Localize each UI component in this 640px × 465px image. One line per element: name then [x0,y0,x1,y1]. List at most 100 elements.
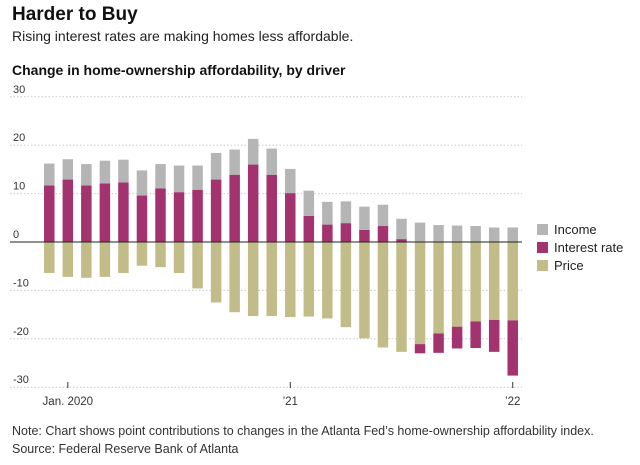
bar-price [210,242,222,303]
bar-interest-rate [359,229,370,242]
grid-layer [10,96,522,388]
bar-price [507,242,518,321]
page-subtitle: Rising interest rates are making homes l… [12,28,354,44]
chart-title: Change in home-ownership affordability, … [12,62,346,78]
bar-price [303,242,315,317]
bar-interest-rate [247,164,259,242]
bar-income [359,206,370,230]
bar-income [118,159,129,183]
bar-income [303,190,315,216]
bar-interest-rate [322,224,333,242]
legend-label-price: Price [554,258,584,273]
bar-interest-rate [173,192,185,242]
bar-interest-rate [81,185,92,242]
bar-price [359,242,370,339]
bar-interest-rate [44,185,55,242]
bar-income [414,222,426,242]
bar-income [507,227,518,242]
bar-income [396,218,407,240]
axis-layer: 30 20 10 0 -10 -20 -30 Jan. 2020 ’21 ’22 [10,84,522,408]
bar-price [285,242,296,318]
bar-price [340,242,352,328]
bar-interest-rate [192,189,203,242]
bar-income [99,160,111,184]
bar-interest-rate [303,215,315,242]
bar-price [322,242,333,319]
legend-swatch-price [537,260,548,271]
page-title: Harder to Buy [12,4,138,25]
legend-swatch-interest-rate [537,242,548,253]
y-tick-label: -20 [13,326,29,338]
bar-income [266,148,277,175]
bar-price [99,242,111,277]
bar-income [285,168,296,194]
bar-interest-rate [229,174,240,242]
bar-income [340,201,352,224]
bar-price [247,242,259,317]
bar-price [396,242,407,352]
bar-income [470,226,481,242]
y-tick-label: -10 [13,277,29,289]
y-tick-label: -30 [13,374,29,386]
bar-price [451,242,463,327]
bar-price [266,242,277,317]
bar-price [192,242,203,289]
bar-price [118,242,129,273]
bar-income [210,152,222,180]
bar-price [44,242,55,273]
bar-income [155,164,166,189]
bar-interest-rate [340,223,352,242]
bar-price [81,242,92,278]
bar-income [377,204,389,227]
bar-price [173,242,185,273]
bar-interest-rate [414,344,426,354]
bar-price [136,242,148,266]
bar-interest-rate [99,183,111,242]
bar-income [488,227,500,242]
bar-price [229,242,240,313]
bar-income [192,165,203,190]
bar-income [247,138,259,165]
y-tick-label: 30 [13,84,25,96]
bar-interest-rate [155,188,166,242]
bar-price [470,242,481,322]
bar-income [173,165,185,193]
bar-layer [44,138,518,376]
bar-interest-rate [377,226,389,242]
bar-interest-rate [62,179,74,242]
bar-price [62,242,74,277]
x-tick-label: ’21 [283,396,298,408]
bar-interest-rate [451,326,463,349]
legend-label-income: Income [554,222,597,237]
bar-interest-rate [470,321,481,348]
bar-interest-rate [433,333,444,353]
x-tick-label: Jan. 2020 [43,396,94,408]
bar-price [488,242,500,320]
y-tick-label: 20 [13,132,25,144]
bar-interest-rate [210,179,222,242]
bar-interest-rate [266,174,277,242]
bar-income [451,225,463,242]
chart-source: Source: Federal Reserve Bank of Atlanta [12,442,239,456]
bar-income [433,225,444,242]
bar-price [155,242,166,268]
bar-interest-rate [396,239,407,242]
bar-income [81,164,92,186]
bar-income [322,201,333,225]
legend-label-interest-rate: Interest rate [554,240,623,255]
bar-price [377,242,389,348]
chart-area: 30 20 10 0 -10 -20 -30 Jan. 2020 ’21 ’22 Income In… [0,80,640,410]
y-tick-label: 10 [13,181,25,193]
bar-price [433,242,444,334]
bar-interest-rate [136,195,148,242]
y-tick-label: 0 [13,229,19,241]
bar-chart: 30 20 10 0 -10 -20 -30 Jan. 2020 ’21 ’22 Income In… [10,84,623,408]
x-tick-label: ’22 [505,396,520,408]
bar-income [229,149,240,175]
bar-interest-rate [285,193,296,242]
bar-price [414,242,426,345]
bar-income [136,170,148,196]
bar-income [44,163,55,186]
legend-swatch-income [537,224,548,235]
bar-interest-rate [488,319,500,352]
